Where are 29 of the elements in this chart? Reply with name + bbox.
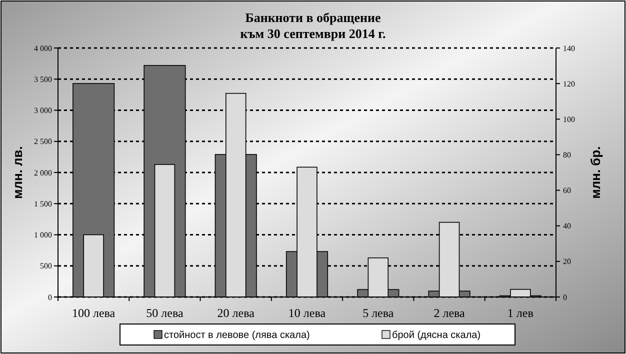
x-tick-label: 2 лева xyxy=(434,306,466,320)
y-axis-title: млн. лв. xyxy=(10,146,25,199)
y-tick-label: 3 500 xyxy=(34,74,52,84)
x-tick-label: 100 лева xyxy=(72,306,116,320)
chart-title: Банкноти в обращение към 30 септември 2014 г. xyxy=(240,10,386,41)
x-tick-label: 5 лева xyxy=(362,306,394,320)
x-tick-label: 50 лева xyxy=(146,306,184,320)
legend-label: стойност в левове (лява скала) xyxy=(164,330,310,341)
y2-tick-label: 60 xyxy=(563,186,571,196)
y2-axis-title: млн. бр. xyxy=(588,146,603,199)
y-tick-label: 3 000 xyxy=(34,106,52,116)
y2-tick-label: 40 xyxy=(563,222,571,231)
y2-tick-label: 20 xyxy=(563,257,571,266)
y2-tick-label: 80 xyxy=(563,150,571,160)
x-tick-label: 20 лева xyxy=(217,306,256,320)
x-tick-label: 1 лев xyxy=(507,306,534,320)
y2-tick-label: 120 xyxy=(563,79,575,88)
legend-label: брой (дясна скала) xyxy=(392,330,481,341)
y2-tick-label: 0 xyxy=(563,292,567,302)
y-tick-label: 0 xyxy=(48,292,52,302)
y-tick-label: 2 500 xyxy=(34,137,52,146)
y-tick-label: 4 000 xyxy=(34,44,52,53)
y2-tick-label: 100 xyxy=(563,114,575,124)
y-tick-label: 2 000 xyxy=(34,168,52,178)
y-tick-label: 1 000 xyxy=(34,230,52,240)
x-tick-label: 10 лева xyxy=(288,306,326,320)
y-tick-label: 1 500 xyxy=(34,199,52,208)
y2-tick-label: 140 xyxy=(563,44,575,53)
y-tick-label: 500 xyxy=(40,262,52,271)
